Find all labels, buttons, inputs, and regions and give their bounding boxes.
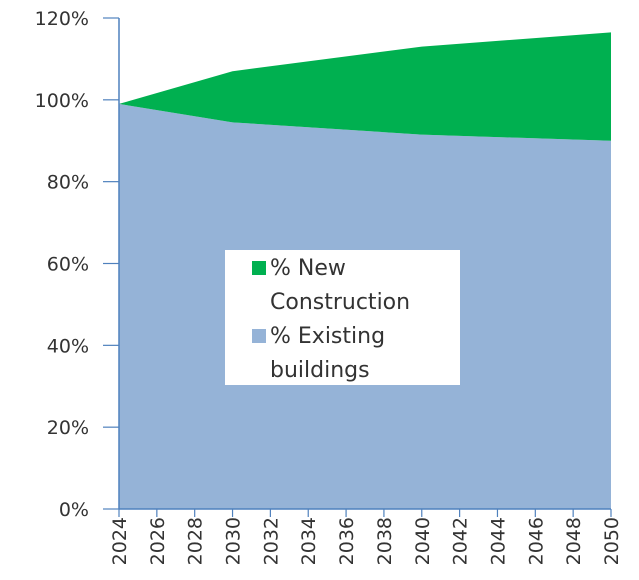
x-tick-label: 2026 (147, 517, 169, 565)
y-tick-label: 40% (47, 335, 89, 357)
area (119, 32, 611, 141)
x-tick-label: 2028 (185, 517, 207, 565)
x-tick-label: 2042 (450, 517, 472, 565)
x-tick-label: 2036 (336, 517, 358, 565)
x-tick-label: 2038 (374, 517, 396, 565)
x-tick-label: 2048 (563, 517, 585, 565)
y-tick-label: 60% (47, 254, 89, 276)
legend: % New Construction % Existing buildings (225, 250, 460, 385)
x-tick-label: 2046 (525, 517, 547, 565)
y-tick-label: 80% (47, 172, 89, 194)
x-tick-label: 2040 (412, 517, 434, 565)
y-tick-label: 20% (47, 417, 89, 439)
legend-item: % New Construction (252, 252, 460, 320)
legend-swatch (252, 329, 266, 343)
x-tick-label: 2044 (487, 517, 509, 565)
y-tick-label: 100% (35, 90, 89, 112)
x-tick-label: 2032 (260, 517, 282, 565)
legend-item: % Existing buildings (252, 320, 460, 388)
x-tick-label: 2034 (298, 517, 320, 565)
x-tick-label: 2050 (601, 517, 623, 565)
legend-label: % Existing buildings (270, 324, 386, 383)
x-tick-label: 2030 (223, 517, 245, 565)
x-tick-label: 2024 (109, 517, 131, 565)
legend-label: % New Construction (270, 256, 411, 315)
y-tick-label: 120% (35, 8, 89, 30)
y-tick-label: 0% (59, 499, 89, 521)
legend-swatch (252, 261, 266, 275)
